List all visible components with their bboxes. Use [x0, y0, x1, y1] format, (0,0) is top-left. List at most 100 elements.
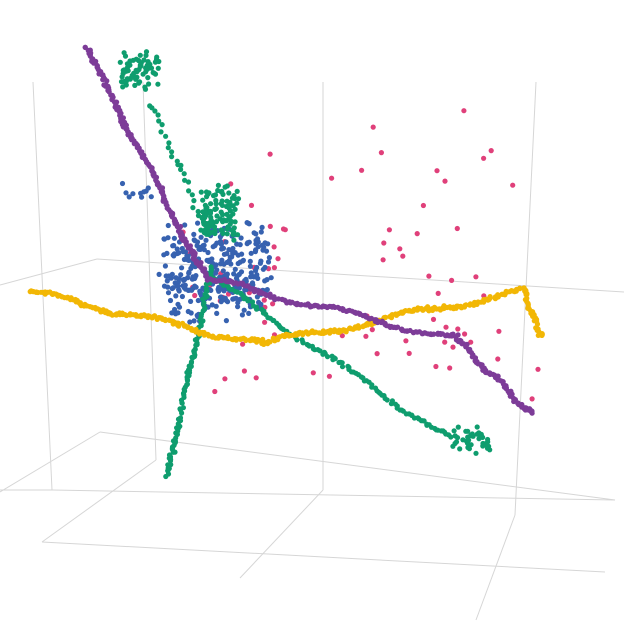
data-point: [425, 304, 431, 310]
data-point: [230, 211, 236, 217]
data-point: [434, 168, 440, 174]
data-point: [343, 329, 349, 335]
data-point: [215, 187, 221, 194]
data-point: [310, 370, 316, 376]
data-point: [224, 211, 230, 217]
data-point: [154, 54, 160, 60]
data-point: [208, 201, 214, 207]
data-point: [384, 397, 390, 403]
data-point: [203, 189, 210, 195]
data-point: [156, 271, 162, 277]
data-point: [449, 277, 455, 283]
data-point: [220, 212, 226, 218]
data-point: [123, 190, 129, 196]
data-point: [176, 250, 182, 256]
data-point: [370, 124, 376, 130]
data-point: [203, 237, 209, 243]
data-point: [339, 333, 345, 339]
data-point: [161, 236, 167, 242]
data-point: [262, 319, 268, 325]
data-point: [182, 177, 188, 183]
data-point: [473, 450, 479, 456]
data-point: [117, 59, 123, 65]
data-point: [223, 218, 230, 224]
data-point: [138, 62, 144, 68]
data-point: [224, 231, 230, 237]
data-point: [258, 258, 264, 264]
data-point: [190, 355, 196, 361]
grid-line: [239, 489, 324, 579]
data-point: [212, 243, 218, 249]
data-point: [190, 205, 196, 211]
data-point: [146, 81, 152, 87]
data-point: [182, 222, 188, 228]
data-point: [163, 473, 169, 480]
data-point: [381, 240, 387, 246]
data-point: [234, 188, 240, 194]
data-point: [380, 257, 386, 263]
data-point: [271, 244, 277, 250]
data-point: [181, 171, 187, 177]
data-point: [171, 235, 177, 241]
data-point: [165, 290, 172, 296]
data-point: [188, 310, 194, 316]
data-point: [453, 439, 460, 445]
data-point: [156, 118, 162, 124]
data-point: [238, 235, 244, 241]
data-point: [148, 194, 154, 200]
data-point: [253, 375, 259, 381]
data-point: [251, 289, 257, 295]
data-point: [265, 259, 272, 265]
data-point: [300, 332, 306, 338]
data-point: [224, 251, 230, 257]
data-point: [395, 324, 401, 330]
data-point: [202, 202, 208, 208]
data-point: [186, 257, 192, 263]
data-point: [219, 198, 225, 204]
data-point: [259, 242, 265, 248]
data-point: [253, 237, 259, 244]
data-point: [196, 246, 202, 252]
data-point: [529, 396, 535, 402]
data-point: [131, 70, 137, 76]
data-point: [227, 199, 233, 205]
data-point: [296, 330, 302, 336]
data-point: [169, 149, 175, 155]
data-point: [248, 202, 255, 208]
data-point: [241, 368, 247, 374]
data-point: [465, 428, 471, 434]
data-point: [474, 424, 480, 430]
data-point: [176, 288, 182, 294]
data-point: [249, 280, 256, 286]
data-point: [243, 337, 249, 344]
data-point: [185, 275, 191, 281]
data-points: [27, 44, 545, 480]
data-point: [266, 255, 272, 261]
data-point: [100, 77, 106, 83]
data-point: [535, 366, 541, 372]
data-point: [191, 198, 197, 204]
data-point: [442, 178, 448, 184]
data-point: [244, 241, 250, 247]
data-point: [152, 71, 159, 77]
data-point: [382, 314, 389, 320]
data-point: [130, 191, 136, 197]
data-point: [181, 285, 187, 291]
data-point: [120, 68, 127, 74]
data-point: [229, 227, 235, 233]
data-point: [253, 267, 259, 274]
data-point: [239, 312, 245, 318]
data-point: [227, 221, 233, 227]
data-point: [234, 273, 240, 279]
data-point: [142, 84, 148, 90]
data-point: [435, 290, 441, 296]
data-point: [339, 364, 346, 370]
data-point: [205, 225, 211, 231]
data-point: [226, 203, 233, 210]
data-point: [485, 436, 491, 443]
data-point: [209, 256, 215, 262]
data-point: [132, 82, 138, 88]
data-point: [481, 155, 487, 161]
data-point: [460, 437, 466, 443]
